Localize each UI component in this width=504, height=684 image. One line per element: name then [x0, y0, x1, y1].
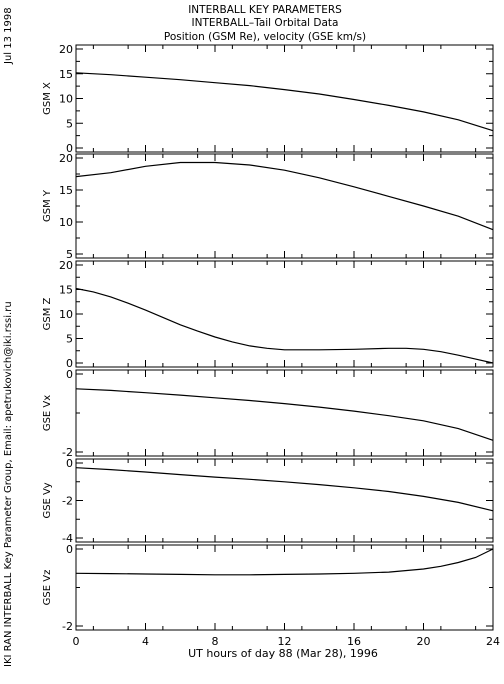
- x-tick-label: 8: [212, 635, 219, 648]
- title-line-2: INTERBALL–Tail Orbital Data: [192, 17, 339, 29]
- y-tick-label: 0: [66, 142, 73, 155]
- y-axis-label: GSE Vz: [42, 570, 53, 606]
- series-line-gse-vx: [75, 388, 494, 441]
- panel-frame: [75, 260, 494, 368]
- y-tick-label: 15: [59, 284, 73, 297]
- panel-5: -4 -2 0 GSE Vy: [42, 457, 494, 545]
- y-tick-label: 20: [59, 152, 73, 165]
- y-tick-label: 0: [66, 368, 73, 381]
- credit-label: IKI RAN INTERBALL Key Parameter Group, E…: [3, 301, 14, 667]
- y-tick-label: 20: [59, 43, 73, 56]
- y-tick-label: 5: [66, 248, 73, 261]
- x-tick-label: 12: [278, 635, 292, 648]
- y-tick-label: 15: [59, 184, 73, 197]
- y-tick-label: 10: [59, 93, 73, 106]
- y-tick-label: -4: [62, 532, 73, 545]
- series-line-gsm-y: [75, 161, 494, 231]
- y-axis-label: GSE Vy: [42, 482, 53, 518]
- panels-group: 0 5 10 15 20 GSM X 5 10 15 20 GSM Y 0 5 10 15 20 GSM Z -2…: [42, 43, 494, 633]
- x-tick-label: 20: [417, 635, 431, 648]
- y-axis-label: GSM Z: [42, 297, 53, 330]
- panel-2: 5 10 15 20 GSM Y: [42, 152, 494, 261]
- x-tick-label: 24: [486, 635, 500, 648]
- y-axis-label: GSE Vx: [42, 395, 53, 431]
- y-tick-label: 15: [59, 68, 73, 81]
- date-label: Jul 13 1998: [3, 7, 14, 64]
- x-tick-label: 4: [142, 635, 149, 648]
- x-tick-label: 16: [347, 635, 361, 648]
- y-tick-label: -2: [62, 620, 73, 633]
- x-axis-label: UT hours of day 88 (Mar 28), 1996: [188, 647, 378, 660]
- y-axis-label: GSM X: [42, 82, 53, 115]
- y-axis-label: GSM Y: [42, 189, 53, 222]
- panel-frame: [75, 544, 494, 631]
- y-tick-label: 0: [66, 457, 73, 470]
- panel-frame: [75, 369, 494, 457]
- series-line-gse-vz: [75, 548, 494, 576]
- y-tick-label: 10: [59, 308, 73, 321]
- y-tick-label: 5: [66, 333, 73, 346]
- title-line-1: INTERBALL KEY PARAMETERS: [188, 4, 342, 16]
- panel-frame: [75, 44, 494, 153]
- title-line-3: Position (GSM Re), velocity (GSE km/s): [164, 31, 366, 43]
- panel-6: -2 0 GSE Vz: [42, 543, 494, 633]
- y-tick-label: 20: [59, 259, 73, 272]
- y-tick-label: 0: [66, 543, 73, 556]
- y-tick-label: -2: [62, 446, 73, 459]
- panel-1: 0 5 10 15 20 GSM X: [42, 43, 494, 155]
- y-tick-label: 5: [66, 117, 73, 130]
- x-tick-label: 0: [73, 635, 80, 648]
- series-line-gsm-z: [75, 287, 494, 364]
- series-line-gsm-x: [75, 72, 494, 132]
- panel-4: -2 0 GSE Vx: [42, 368, 494, 459]
- panel-3: 0 5 10 15 20 GSM Z: [42, 259, 494, 370]
- series-line-gse-vy: [75, 467, 494, 512]
- y-tick-label: -2: [62, 495, 73, 508]
- x-axis: 0 4 8 12 16 20 24: [73, 635, 501, 648]
- y-tick-label: 0: [66, 357, 73, 370]
- y-tick-label: 10: [59, 216, 73, 229]
